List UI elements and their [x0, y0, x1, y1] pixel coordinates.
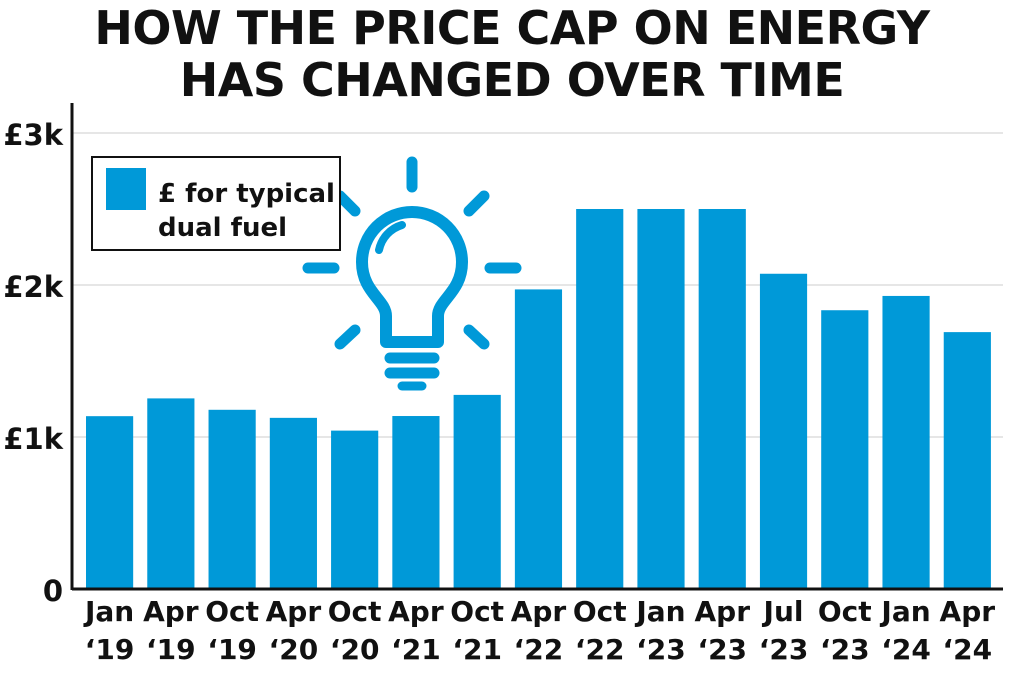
x-tick-label-year: ‘23 [636, 633, 686, 666]
bar [637, 209, 685, 589]
bar [392, 416, 440, 589]
x-tick-label-month: Jan [83, 595, 134, 628]
x-tick-label-year: ‘19 [85, 633, 135, 666]
bar [147, 398, 195, 589]
title-line: HOW THE PRICE CAP ON ENERGY [94, 1, 930, 55]
legend: £ for typical dual fuel [91, 156, 341, 251]
chart-title: HOW THE PRICE CAP ON ENERGY HAS CHANGED … [0, 2, 1024, 106]
x-tick-label-year: ‘23 [759, 633, 809, 666]
y-tick-label: £3k [3, 118, 63, 152]
title-line: HAS CHANGED OVER TIME [179, 53, 845, 107]
x-tick-label-year: ‘19 [146, 633, 196, 666]
x-tick-label-month: Jul [762, 595, 804, 628]
x-tick-label-year: ‘22 [514, 633, 564, 666]
x-tick-label-month: Apr [388, 595, 444, 628]
legend-label-line: £ for typical [158, 179, 335, 209]
bar [821, 310, 869, 589]
x-tick-label-year: ‘20 [330, 633, 380, 666]
x-tick-label-month: Apr [940, 595, 996, 628]
y-tick-label: £1k [3, 422, 63, 456]
x-tick-label-year: ‘24 [881, 633, 931, 666]
x-tick-label-year: ‘20 [269, 633, 319, 666]
bar [943, 332, 991, 589]
y-axis-labels: 0 £1k £2k £3k [3, 118, 63, 608]
bar [269, 417, 317, 589]
bar [514, 289, 563, 589]
legend-label-line: dual fuel [158, 213, 287, 243]
x-tick-label-year: ‘24 [943, 633, 993, 666]
x-tick-label-month: Jan [634, 595, 685, 628]
x-tick-label-month: Oct [205, 595, 259, 628]
x-tick-label-year: ‘22 [575, 633, 625, 666]
bars [86, 209, 991, 589]
x-tick-label-year: ‘23 [820, 633, 870, 666]
bar [882, 295, 930, 589]
x-tick-label-year: ‘21 [452, 633, 502, 666]
bar [698, 209, 746, 589]
bar [576, 209, 624, 589]
x-tick-label-year: ‘19 [207, 633, 257, 666]
x-tick-label-month: Apr [694, 595, 750, 628]
bar [208, 409, 256, 589]
y-tick-label: 0 [43, 574, 63, 608]
bar [453, 394, 501, 589]
x-tick-label-month: Oct [573, 595, 627, 628]
x-tick-label-month: Jan [879, 595, 930, 628]
bar [86, 416, 134, 589]
lightbulb-icon [302, 156, 522, 391]
y-tick-label: £2k [3, 270, 63, 304]
x-tick-label-month: Apr [511, 595, 567, 628]
x-tick-label-month: Apr [143, 595, 199, 628]
x-tick-label-year: ‘21 [391, 633, 441, 666]
x-tick-label-month: Oct [818, 595, 872, 628]
x-tick-label-month: Oct [450, 595, 504, 628]
bar [331, 430, 379, 589]
x-axis-labels: Jan‘19Apr‘19Oct‘19Apr‘20Oct‘20Apr‘21Oct‘… [83, 595, 995, 666]
x-tick-label-month: Apr [266, 595, 322, 628]
x-tick-label-year: ‘23 [697, 633, 747, 666]
legend-swatch [106, 168, 146, 210]
bar [759, 273, 808, 589]
x-tick-label-month: Oct [328, 595, 382, 628]
